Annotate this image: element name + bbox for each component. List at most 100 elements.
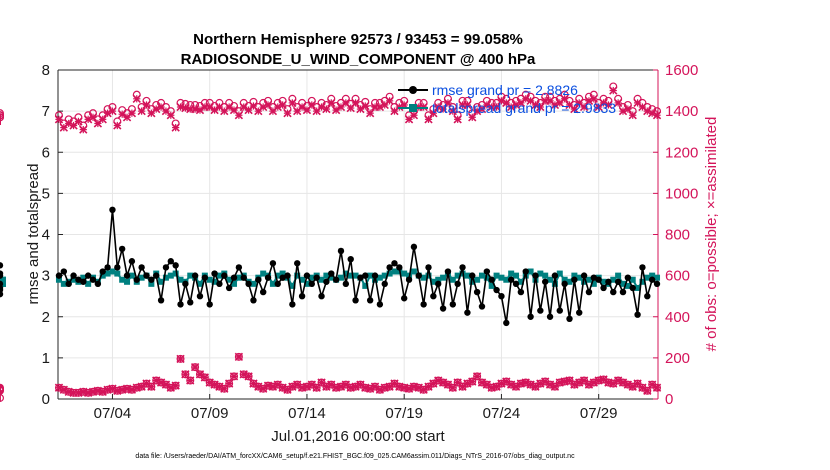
rmse-point [362,272,369,279]
y-right-tick-label: 800 [665,227,690,244]
rmse-point [298,292,306,300]
rmse-point [430,292,437,300]
rmse-point [211,270,218,277]
rmse-point [391,260,398,267]
totalspread-point [503,276,510,283]
rmse-point [580,272,588,279]
rmse-point [255,276,262,283]
rmse-point [294,260,301,267]
rmse-point [55,272,63,279]
obs-possible-marker [0,385,4,394]
x-tick-label: 07/09 [191,405,229,422]
obs-assimilated-marker [278,100,287,110]
rmse-point [551,272,559,279]
rmse-point [114,264,121,271]
totalspread-point [158,278,165,285]
totalspread-point [566,278,573,285]
rmse-point [157,297,165,304]
totalspread-point [425,272,432,279]
totalspread-point [391,268,398,275]
totalspread-point [80,274,87,281]
obs-assimilated-marker [429,109,438,118]
totalspread-point [508,270,515,277]
totalspread-point [537,270,544,277]
rmse-point [167,258,175,265]
rmse-point [65,280,72,288]
rmse-point [216,280,223,288]
obs-assimilated-marker [652,111,662,120]
rmse-point [99,268,106,275]
totalspread-point [148,280,155,287]
rmse-point [571,276,578,283]
obs-assimilated-marker [448,106,457,116]
rmse-point [469,272,476,279]
obs-assimilated-marker [604,100,613,110]
obs-assimilated-marker [79,125,88,134]
obs-low-marker [487,383,496,392]
obs-assimilated-marker [142,100,151,110]
totalspread-point [556,270,563,277]
obs-assimilated-marker [118,110,127,119]
totalspread-point [585,276,592,283]
rmse-point [269,260,277,267]
obs-assimilated-marker [113,121,122,130]
totalspread-point [172,270,179,277]
rmse-point [590,274,598,281]
totalspread-point [454,272,461,279]
totalspread-point [187,272,194,279]
obs-low-marker [472,372,482,381]
rmse-point [381,280,388,288]
y-tick-label: 4 [42,227,50,244]
totalspread-point [576,274,583,281]
totalspread-point [318,276,325,283]
rmse-point [332,276,340,283]
rmse-point [328,270,335,277]
totalspread-point [634,284,641,291]
rmse-point [546,313,554,320]
obs-assimilated-marker [623,104,633,114]
rmse-point [201,274,209,281]
rmse-point [371,272,379,279]
rmse-point [230,274,238,281]
legend: rmse grand pr = 2.8826 totalspread grand… [398,82,616,116]
totalspread-point [513,272,520,279]
totalspread-point [581,278,588,285]
x-axis-label: Jul.01,2016 00:00:00 start [271,428,445,445]
totalspread-point [547,276,554,283]
obs-assimilated-marker [482,100,492,110]
totalspread-point [337,274,344,281]
obs-assimilated-marker [98,115,107,124]
rmse-point [600,284,607,292]
rmse-point [420,301,427,308]
rmse-point [629,284,636,292]
rmse-point [80,278,87,285]
obs-low-marker [307,380,316,389]
totalspread-point [639,278,646,285]
rmse-point [182,280,189,288]
totalspread-point [299,276,306,283]
rmse-point [614,278,622,285]
obs-assimilated-marker [74,117,83,126]
totalspread-point [420,274,427,281]
obs-assimilated-marker [570,104,579,114]
obs-assimilated-marker [137,106,146,116]
totalspread-point [55,276,62,283]
rmse-point [610,288,617,296]
chart-title: Northern Hemisphere 92573 / 93453 = 99.0… [193,31,523,48]
rmse-point [191,272,199,279]
rmse-point [464,309,471,316]
totalspread-point [303,280,310,287]
obs-low-marker [647,380,657,389]
rmse-point [75,276,82,283]
totalspread-point [216,272,223,279]
rmse-point [648,276,656,283]
totalspread-point [124,278,131,285]
totalspread-point [401,270,408,277]
obs-assimilated-marker [438,104,448,114]
totalspread-point [0,276,6,283]
rmse-point [576,309,583,316]
totalspread-point [493,272,500,279]
x-tick-label: 07/24 [483,405,521,422]
obs-low-marker [638,383,647,392]
